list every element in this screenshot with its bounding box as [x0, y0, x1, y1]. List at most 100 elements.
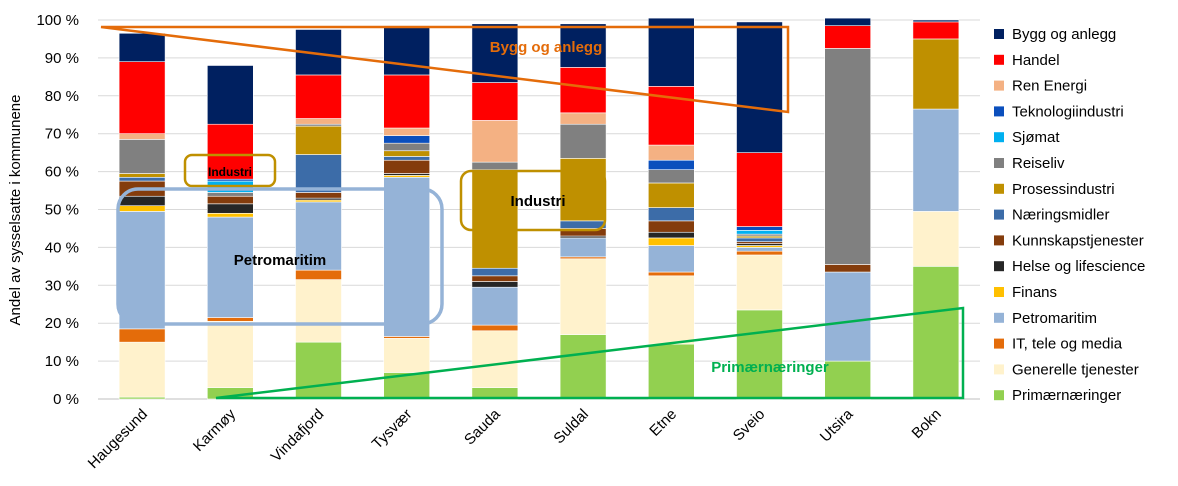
bar-segment	[383, 156, 431, 161]
bar-segment	[118, 61, 166, 135]
bar-segment	[824, 17, 872, 26]
bar-segment	[647, 169, 695, 184]
bar-segment	[647, 144, 695, 161]
bar-segment	[207, 216, 254, 318]
bar-segment	[559, 67, 607, 114]
bar-segment	[736, 226, 783, 231]
bar-segment	[647, 159, 695, 171]
bar-segment	[295, 118, 342, 125]
legend-label: Helse og lifescience	[1012, 258, 1145, 275]
bar-segment	[383, 338, 431, 373]
bar-segment	[736, 309, 783, 400]
bar-segment	[647, 245, 695, 273]
legend-label: Generelle tjenester	[1012, 361, 1139, 378]
legend-swatch	[994, 29, 1004, 39]
bar-segment	[383, 159, 431, 174]
legend-swatch	[994, 287, 1004, 297]
x-tick-label: Sveio	[730, 406, 769, 445]
bar-segment	[471, 82, 519, 121]
legend-label: Kunnskapstjenester	[1012, 232, 1144, 249]
bar-segment	[647, 275, 695, 345]
legend-swatch	[994, 209, 1004, 220]
annotation-bygg-triangle	[100, 25, 790, 114]
y-tick-label: 40 %	[45, 239, 79, 256]
bars	[118, 17, 960, 400]
bar-segment	[207, 203, 254, 214]
bar-segment	[471, 161, 519, 171]
bar-segment	[647, 207, 695, 222]
bar-segment	[207, 65, 254, 125]
bar-segment	[824, 48, 872, 265]
bar-segment	[559, 23, 607, 68]
bar-segment	[559, 237, 607, 258]
bar-segment	[647, 220, 695, 233]
y-tick-label: 30 %	[45, 277, 79, 294]
bar-segment	[647, 237, 695, 246]
bar-segment	[207, 317, 254, 322]
bar-segment	[647, 231, 695, 239]
bar-segment	[295, 74, 342, 119]
legend-swatch	[994, 106, 1004, 117]
legend-label: Ren Energi	[1012, 78, 1087, 95]
legend-label: Petromaritim	[1012, 310, 1097, 327]
legend-swatch	[994, 132, 1004, 143]
bar-segment	[471, 169, 519, 269]
bar-segment	[207, 192, 254, 197]
bar-segment	[118, 341, 166, 398]
legend-swatch	[994, 183, 1004, 194]
legend-swatch	[994, 80, 1004, 91]
legend-swatch	[994, 312, 1004, 323]
bar-segment	[736, 152, 783, 227]
bar-segment	[118, 328, 166, 343]
y-tick-label: 100 %	[36, 12, 79, 29]
annotation-industri-label-large: Industri	[511, 193, 566, 210]
bar-segment	[471, 275, 519, 282]
legend-label: Handel	[1012, 52, 1060, 69]
bar-segment	[383, 74, 431, 129]
legend-label: Finans	[1012, 284, 1057, 301]
bar-segment	[559, 258, 607, 335]
bar-segment	[912, 108, 960, 212]
y-tick-label: 10 %	[45, 353, 79, 370]
bar-segment	[118, 195, 166, 207]
bar-segment	[912, 266, 960, 400]
legend-swatch	[994, 364, 1004, 375]
annotation-primaer-label: Primærnæringer	[711, 359, 829, 376]
bar-segment	[912, 19, 960, 23]
x-tick-label: Vindafjord	[268, 406, 328, 466]
bar-segment	[383, 176, 431, 337]
bar-segment	[559, 334, 607, 400]
bar-segment	[647, 271, 695, 277]
bar-segment	[471, 324, 519, 332]
bar-segment	[559, 158, 607, 222]
bar-segment	[118, 173, 166, 178]
bar-segment	[912, 21, 960, 40]
bar-segment	[295, 154, 342, 193]
bar-segment	[736, 247, 783, 252]
bar-segment	[207, 123, 254, 180]
annotation-industri-label-small: Industri	[208, 165, 252, 179]
y-tick-label: 0 %	[53, 391, 79, 408]
annotation-primaer-triangle	[215, 306, 965, 400]
legend-swatch	[994, 338, 1004, 349]
y-tick-label: 80 %	[45, 88, 79, 105]
legend-label: Primærnæringer	[1012, 387, 1121, 404]
bar-segment	[383, 150, 431, 157]
bar-segment	[207, 212, 254, 218]
x-tick-label: Tysvær	[369, 406, 416, 453]
bar-segment	[824, 264, 872, 273]
annotation-petromaritim-label: Petromaritim	[234, 252, 327, 269]
legend-label: Sjømat	[1012, 129, 1060, 146]
legend-label: Reiseliv	[1012, 155, 1065, 172]
bar-segment	[471, 267, 519, 277]
y-axis-ticks: 0 % 10 % 20 % 30 % 40 % 50 % 60 % 70 % 80 % 90 % 1…	[36, 12, 79, 408]
bar-segment	[207, 195, 254, 205]
legend-label: Næringsmidler	[1012, 207, 1110, 224]
bar-segment	[736, 237, 783, 243]
annotations: Bygg og anlegg Industri Industri Petromarit…	[100, 25, 965, 400]
legend-label: Bygg og anlegg	[1012, 26, 1116, 43]
bar-segment	[207, 321, 254, 388]
bar-segment	[824, 25, 872, 49]
bar-segment	[383, 127, 431, 136]
x-tick-label: Sauda	[461, 405, 504, 448]
